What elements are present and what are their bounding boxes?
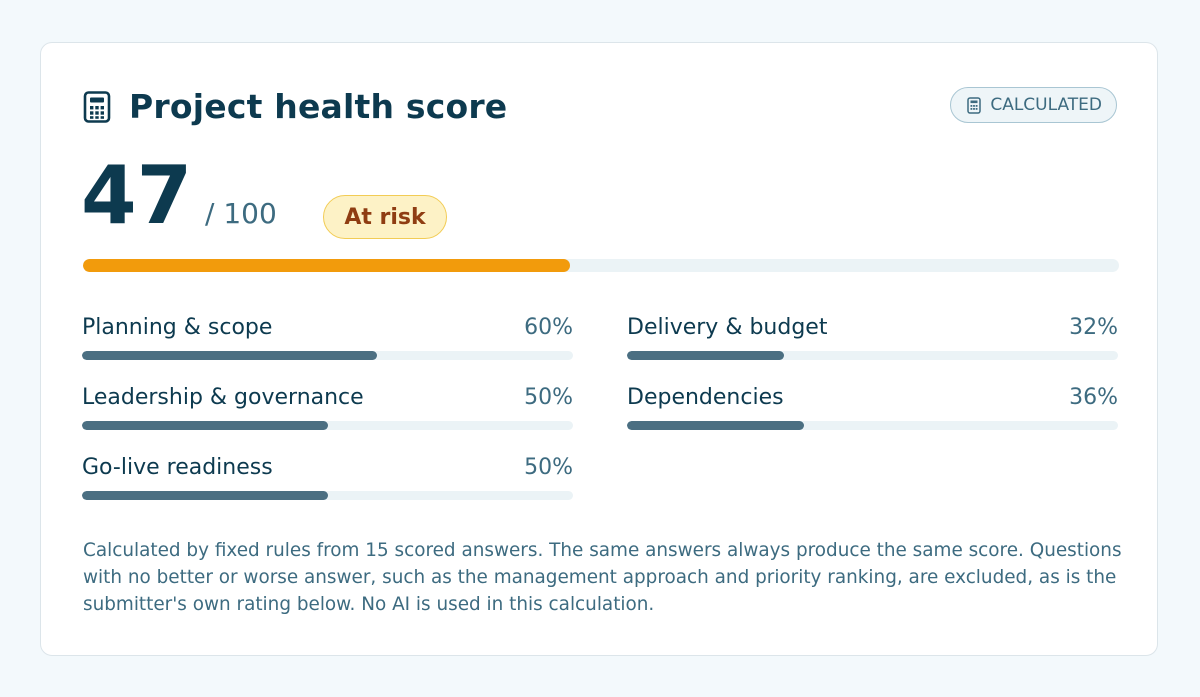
metric-percent: 60% — [524, 315, 573, 340]
metric-percent: 50% — [524, 385, 573, 410]
metric-percent: 36% — [1069, 385, 1118, 410]
status-badge: At risk — [323, 195, 447, 239]
metric-bar-track — [627, 421, 1118, 430]
calculated-badge: CALCULATED — [950, 87, 1117, 123]
metric-bar-track — [82, 491, 573, 500]
card-title: Project health score — [129, 87, 508, 126]
score-progress-track — [83, 259, 1119, 272]
metric-bar-track — [627, 351, 1118, 360]
metric-bar-fill — [82, 351, 377, 360]
metric-label: Dependencies — [627, 385, 784, 410]
metric-bar-fill — [82, 491, 328, 500]
metric-percent: 32% — [1069, 315, 1118, 340]
metric-label: Delivery & budget — [627, 315, 828, 340]
score-value: 47 — [81, 149, 193, 242]
metric-label: Go-live readiness — [82, 455, 273, 480]
project-health-card: Project health score CALCULATED 47 / 100… — [40, 42, 1158, 656]
metric-bar-track — [82, 421, 573, 430]
score-max: / 100 — [205, 197, 277, 230]
calculator-icon — [83, 90, 111, 123]
score-progress-fill — [83, 259, 570, 272]
metric-label: Leadership & governance — [82, 385, 364, 410]
card-header: Project health score — [83, 87, 507, 126]
calculated-badge-label: CALCULATED — [990, 95, 1102, 115]
metric-bar-fill — [82, 421, 328, 430]
metric-bar-fill — [627, 351, 785, 360]
metric-planning-scope: Planning & scope 60% — [82, 315, 573, 365]
metric-bar-track — [82, 351, 573, 360]
metric-go-live-readiness: Go-live readiness 50% — [82, 455, 573, 505]
metric-leadership-governance: Leadership & governance 50% — [82, 385, 573, 435]
calculator-icon — [967, 96, 982, 114]
metric-delivery-budget: Delivery & budget 32% — [627, 315, 1118, 365]
metric-percent: 50% — [524, 455, 573, 480]
metric-dependencies: Dependencies 36% — [627, 385, 1118, 435]
metric-bar-fill — [627, 421, 804, 430]
calculation-footnote: Calculated by fixed rules from 15 scored… — [83, 540, 1122, 615]
metric-label: Planning & scope — [82, 315, 273, 340]
